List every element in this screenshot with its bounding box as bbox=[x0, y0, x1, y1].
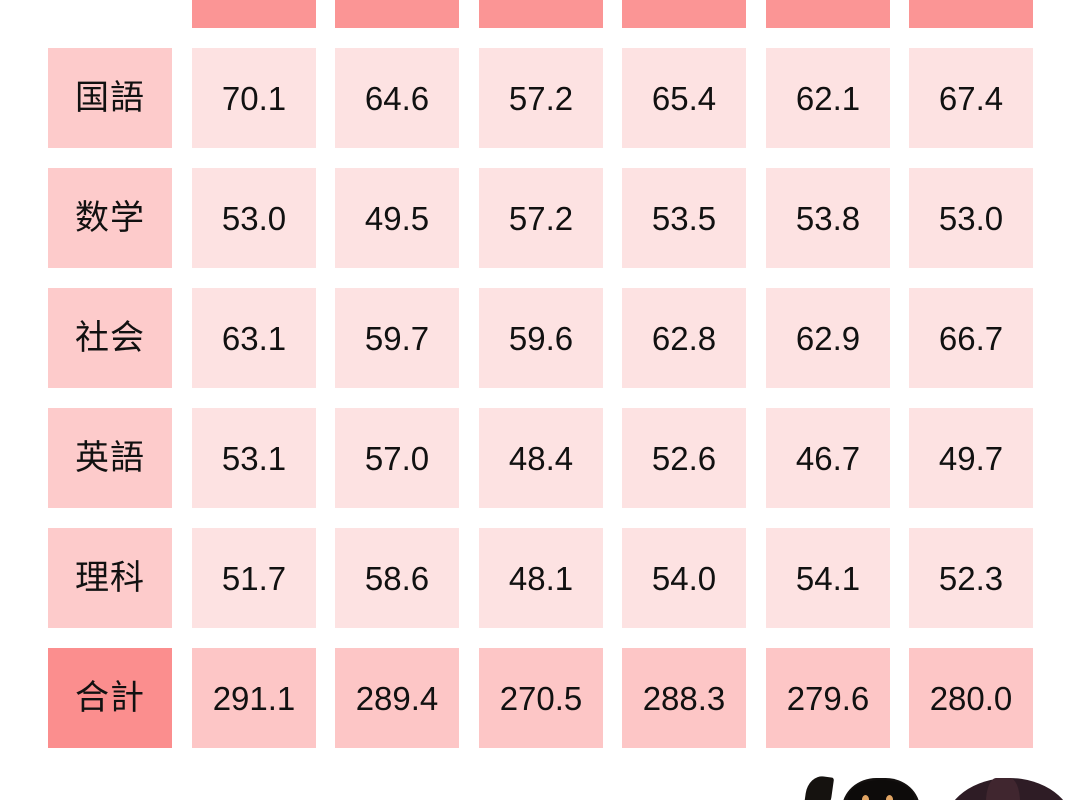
table-cell-r3-c4: 62.8 bbox=[622, 288, 746, 388]
table-cell-r5-c3: 48.1 bbox=[479, 528, 603, 628]
table-cell-r1-c4: 65.4 bbox=[622, 48, 746, 148]
table-cell-r1-c3: 57.2 bbox=[479, 48, 603, 148]
table-column-header-2 bbox=[335, 0, 459, 28]
table-cell-r6-c2: 289.4 bbox=[335, 648, 459, 748]
table-cell-r3-c6: 66.7 bbox=[909, 288, 1033, 388]
table-cell-r6-c4: 288.3 bbox=[622, 648, 746, 748]
table-cell-r5-c6: 52.3 bbox=[909, 528, 1033, 628]
table-cell-r1-c2: 64.6 bbox=[335, 48, 459, 148]
table-row-label-合計: 合計 bbox=[48, 648, 172, 748]
table-column-header-1 bbox=[192, 0, 316, 28]
decorative-figures bbox=[790, 766, 1080, 800]
table-cell-r4-c2: 57.0 bbox=[335, 408, 459, 508]
table-cell-r4-c5: 46.7 bbox=[766, 408, 890, 508]
table-cell-r2-c5: 53.8 bbox=[766, 168, 890, 268]
left-character-eye-left-icon bbox=[862, 795, 869, 800]
table-cell-r5-c4: 54.0 bbox=[622, 528, 746, 628]
table-cell-r3-c3: 59.6 bbox=[479, 288, 603, 388]
table-cell-r3-c2: 59.7 bbox=[335, 288, 459, 388]
table-cell-r4-c1: 53.1 bbox=[192, 408, 316, 508]
table-cell-r2-c2: 49.5 bbox=[335, 168, 459, 268]
table-column-header-3 bbox=[479, 0, 603, 28]
table-column-header-6 bbox=[909, 0, 1033, 28]
table-cell-r2-c3: 57.2 bbox=[479, 168, 603, 268]
table-cell-r4-c4: 52.6 bbox=[622, 408, 746, 508]
character-ear-icon bbox=[803, 774, 835, 800]
table-cell-r4-c3: 48.4 bbox=[479, 408, 603, 508]
table-cell-r3-c5: 62.9 bbox=[766, 288, 890, 388]
table-cell-r5-c1: 51.7 bbox=[192, 528, 316, 628]
table-cell-r5-c5: 54.1 bbox=[766, 528, 890, 628]
table-row-label-数学: 数学 bbox=[48, 168, 172, 268]
table-cell-r2-c4: 53.5 bbox=[622, 168, 746, 268]
table-cell-r4-c6: 49.7 bbox=[909, 408, 1033, 508]
table-column-header-4 bbox=[622, 0, 746, 28]
right-character-head-highlight-icon bbox=[986, 778, 1020, 800]
table-cell-r5-c2: 58.6 bbox=[335, 528, 459, 628]
table-column-header-5 bbox=[766, 0, 890, 28]
left-character-eye-right-icon bbox=[886, 795, 893, 800]
table-row-label-理科: 理科 bbox=[48, 528, 172, 628]
table-cell-r6-c5: 279.6 bbox=[766, 648, 890, 748]
table-cell-r2-c6: 53.0 bbox=[909, 168, 1033, 268]
table-cell-r1-c1: 70.1 bbox=[192, 48, 316, 148]
table-row-label-国語: 国語 bbox=[48, 48, 172, 148]
table-row-label-社会: 社会 bbox=[48, 288, 172, 388]
table-cell-r3-c1: 63.1 bbox=[192, 288, 316, 388]
table-cell-r2-c1: 53.0 bbox=[192, 168, 316, 268]
table-cell-r6-c6: 280.0 bbox=[909, 648, 1033, 748]
table-cell-r1-c6: 67.4 bbox=[909, 48, 1033, 148]
table-cell-r6-c1: 291.1 bbox=[192, 648, 316, 748]
table-row-label-英語: 英語 bbox=[48, 408, 172, 508]
table-cell-r1-c5: 62.1 bbox=[766, 48, 890, 148]
table-cell-r6-c3: 270.5 bbox=[479, 648, 603, 748]
